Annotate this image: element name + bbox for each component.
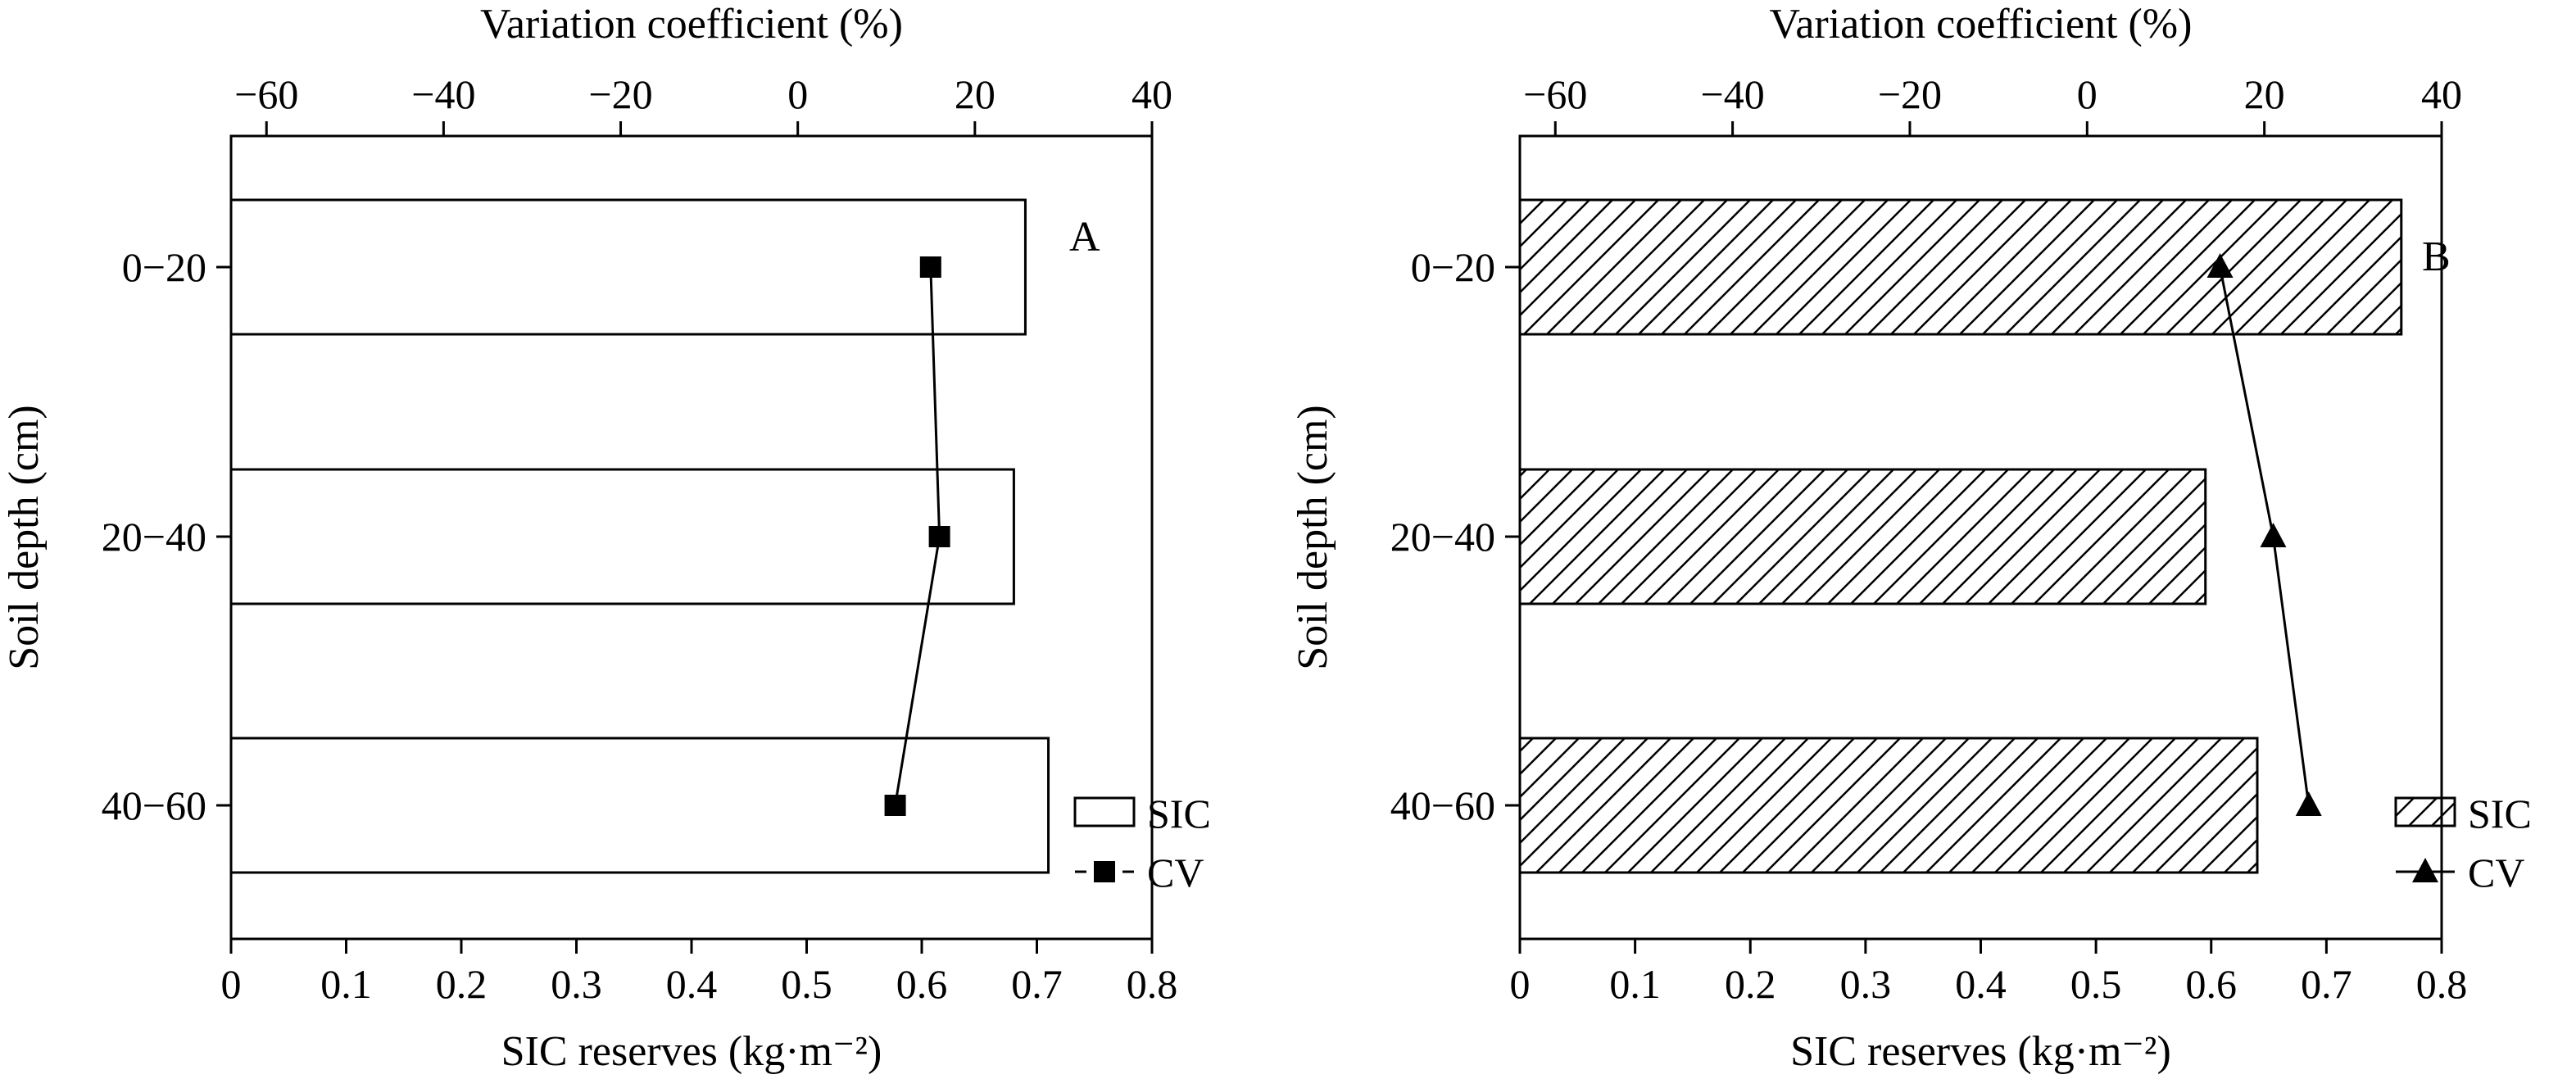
cv-marker xyxy=(2260,523,2287,547)
x-bottom-tick-label: 0.6 xyxy=(896,961,948,1007)
panel-label: A xyxy=(1069,214,1100,261)
x-top-tick-label: 40 xyxy=(2421,71,2462,117)
y-tick-label: 20−40 xyxy=(1390,514,1495,560)
y-tick-label: 20−40 xyxy=(102,514,206,560)
x-top-tick-label: −40 xyxy=(1701,71,1765,117)
x-top-tick-label: 20 xyxy=(955,71,995,117)
x-bottom-axis-title: SIC reserves (kg·m⁻²) xyxy=(1790,1028,2171,1075)
x-top-tick-label: 0 xyxy=(787,71,808,117)
x-top-axis-title: Variation coefficient (%) xyxy=(480,1,903,48)
cv-marker xyxy=(884,795,906,816)
y-tick-label: 0−20 xyxy=(122,244,206,290)
legend-cv-marker xyxy=(1094,861,1115,882)
legend-cv-marker xyxy=(2412,858,2438,882)
cv-line xyxy=(2219,266,2311,806)
legend-cv-label: CV xyxy=(2468,850,2524,895)
x-bottom-tick-label: 0.4 xyxy=(1955,961,2007,1007)
x-bottom-tick-label: 0.1 xyxy=(320,961,372,1007)
cv-marker xyxy=(919,256,941,278)
x-bottom-tick-label: 0.2 xyxy=(1725,961,1776,1007)
x-top-tick-label: 20 xyxy=(2244,71,2285,117)
cv-marker xyxy=(928,526,950,547)
y-tick-label: 40−60 xyxy=(1390,782,1495,828)
x-top-tick-label: −40 xyxy=(411,71,475,117)
x-bottom-tick-label: 0.3 xyxy=(1840,961,1892,1007)
sic-bar xyxy=(229,198,1027,336)
legend-cv-label: CV xyxy=(1147,850,1204,895)
x-bottom-tick-label: 0.7 xyxy=(2301,961,2352,1007)
sic-bar xyxy=(229,468,1015,605)
y-tick-label: 40−60 xyxy=(102,782,206,828)
y-axis-title: Soil depth (cm) xyxy=(1290,405,1336,670)
panel-label: B xyxy=(2422,233,2451,280)
cv-marker xyxy=(2206,253,2234,278)
legend-sic-label: SIC xyxy=(1147,791,1211,836)
cv-marker xyxy=(2295,791,2322,816)
x-bottom-tick-label: 0.5 xyxy=(781,961,832,1007)
x-bottom-tick-label: 0 xyxy=(221,961,242,1007)
chart-panel-b: 0 0.1 0.2 0.3 0.4 0.5 0.6 0.7 0.8 −60 −40 −20 0 20 40 0… xyxy=(1290,1,2532,1075)
x-bottom-tick-label: 0.4 xyxy=(666,961,718,1007)
x-bottom-tick-label: 0.6 xyxy=(2186,961,2238,1007)
x-bottom-tick-label: 0.3 xyxy=(551,961,602,1007)
x-top-axis-title: Variation coefficient (%) xyxy=(1770,1,2193,48)
sic-bar xyxy=(1518,198,2403,336)
legend-sic-swatch xyxy=(1073,796,1136,827)
x-top-tick-label: −20 xyxy=(1878,71,1942,117)
x-top-tick-label: 0 xyxy=(2077,71,2098,117)
chart-panel-a: 0 0.1 0.2 0.3 0.4 0.5 0.6 0.7 0.8 −60 −40 −20 0 20 40 0… xyxy=(1,1,1211,1075)
y-axis-title: Soil depth (cm) xyxy=(1,405,48,670)
legend-sic-label: SIC xyxy=(2468,791,2532,836)
x-bottom-tick-label: 0.5 xyxy=(2070,961,2122,1007)
sic-bar xyxy=(1518,468,2207,605)
x-bottom-tick-label: 0.8 xyxy=(1127,961,1178,1007)
x-top-tick-label: −60 xyxy=(1523,71,1587,117)
x-top-tick-label: −60 xyxy=(234,71,298,117)
x-top-tick-label: −20 xyxy=(588,71,652,117)
y-tick-label: 0−20 xyxy=(1411,244,1495,290)
x-bottom-tick-label: 0.1 xyxy=(1609,961,1661,1007)
x-bottom-axis-title: SIC reserves (kg·m⁻²) xyxy=(501,1028,882,1075)
x-bottom-tick-label: 0.7 xyxy=(1011,961,1063,1007)
x-bottom-tick-label: 0.8 xyxy=(2416,961,2468,1007)
x-bottom-tick-label: 0 xyxy=(1510,961,1531,1007)
sic-bar xyxy=(229,737,1050,874)
legend-sic-swatch xyxy=(2394,796,2456,827)
x-bottom-tick-label: 0.2 xyxy=(436,961,488,1007)
sic-bar xyxy=(1518,737,2259,874)
x-top-tick-label: 40 xyxy=(1132,71,1172,117)
